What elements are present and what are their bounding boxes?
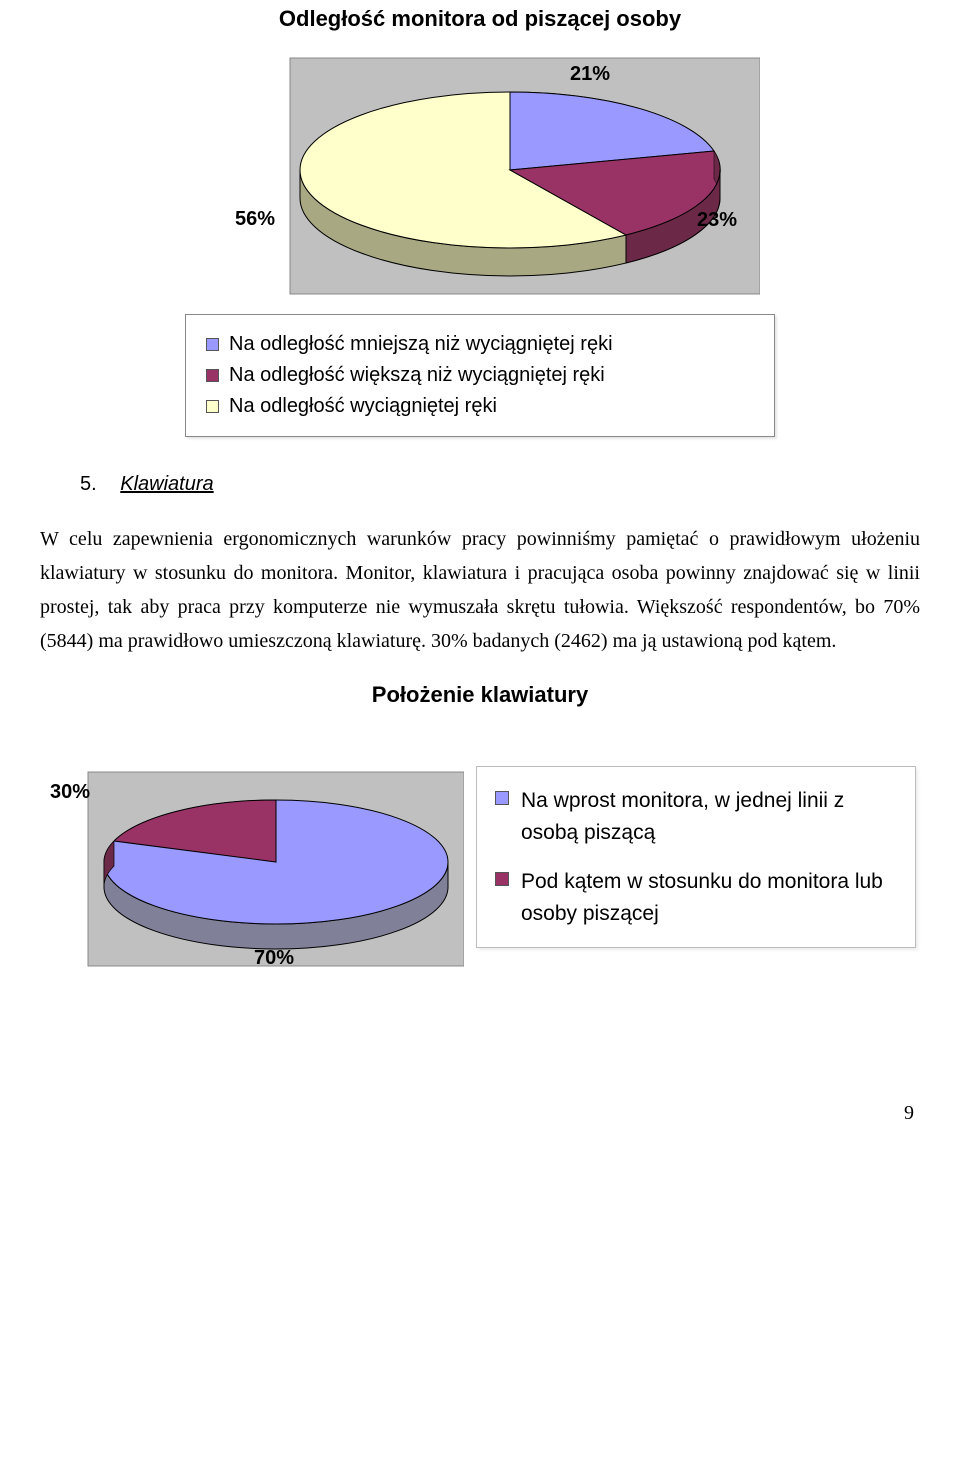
pie1-label-23: 23% <box>697 209 737 231</box>
chart2-title: Położenie klawiatury <box>40 682 920 708</box>
legend1-row-2: Na odległość wyciągniętej ręki <box>206 391 754 422</box>
chart2-legend: Na wprost monitora, w jednej linii z oso… <box>476 766 916 948</box>
chart1-legend: Na odległość mniejszą niż wyciągniętej r… <box>185 314 775 437</box>
legend1-text-2: Na odległość wyciągniętej ręki <box>229 391 497 422</box>
section-title: Klawiatura <box>120 473 213 495</box>
legend1-row-1: Na odległość większą niż wyciągniętej rę… <box>206 360 754 391</box>
page-number: 9 <box>40 1102 920 1125</box>
legend2-swatch-1 <box>495 872 509 886</box>
chart1-svg: 21% 56% 23% <box>200 40 760 300</box>
chart2-pie <box>104 800 448 949</box>
body-paragraph: W celu zapewnienia ergonomicznych warunk… <box>40 522 920 658</box>
pie1-label-56: 56% <box>235 208 275 230</box>
legend2-row-1: Pod kątem w stosunku do monitora lub oso… <box>495 866 897 929</box>
legend2-row-0: Na wprost monitora, w jednej linii z oso… <box>495 785 897 848</box>
pie2-label-30: 30% <box>50 781 90 803</box>
section-heading: 5. Klawiatura <box>40 473 920 496</box>
legend1-swatch-1 <box>206 369 219 382</box>
pie2-label-70: 70% <box>254 947 294 969</box>
legend2-text-1: Pod kątem w stosunku do monitora lub oso… <box>521 866 897 929</box>
chart1-container: 21% 56% 23% <box>200 40 760 300</box>
legend2-swatch-0 <box>495 791 509 805</box>
chart2-svg: 30% 70% <box>44 742 464 972</box>
legend1-swatch-2 <box>206 400 219 413</box>
pie1-label-21: 21% <box>570 63 610 85</box>
chart1-pie <box>300 92 720 276</box>
legend2-text-0: Na wprost monitora, w jednej linii z oso… <box>521 785 897 848</box>
legend1-text-1: Na odległość większą niż wyciągniętej rę… <box>229 360 605 391</box>
legend1-text-0: Na odległość mniejszą niż wyciągniętej r… <box>229 329 613 360</box>
chart2-row: 30% 70% Na wprost monitora, w jednej lin… <box>40 742 920 972</box>
section-number: 5. <box>80 473 97 495</box>
legend1-swatch-0 <box>206 338 219 351</box>
chart1-title: Odległość monitora od piszącej osoby <box>40 6 920 32</box>
legend1-row-0: Na odległość mniejszą niż wyciągniętej r… <box>206 329 754 360</box>
